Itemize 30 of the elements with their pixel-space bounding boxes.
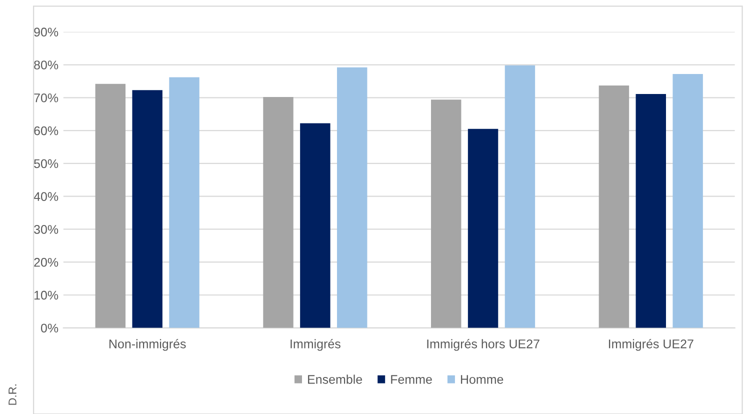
legend-label: Femme bbox=[391, 375, 432, 384]
bar bbox=[672, 74, 703, 328]
bar bbox=[598, 85, 630, 328]
y-tick-label: 60% bbox=[34, 126, 58, 136]
legend-label: Ensemble bbox=[308, 374, 362, 384]
y-tick-label: 20% bbox=[34, 258, 58, 267]
bar bbox=[263, 97, 294, 328]
bar bbox=[132, 90, 162, 328]
y-tick-label: 40% bbox=[34, 192, 58, 201]
y-tick-label: 0% bbox=[40, 324, 58, 333]
bar bbox=[95, 84, 126, 328]
y-tick-label: 90% bbox=[34, 28, 58, 37]
y-tick-label: 10% bbox=[34, 290, 58, 300]
y-tick-label: 70% bbox=[34, 93, 58, 102]
text: D.R. bbox=[8, 384, 16, 405]
bar bbox=[504, 65, 536, 328]
bar bbox=[636, 94, 666, 328]
bar bbox=[337, 67, 368, 328]
y-tick-label: 50% bbox=[34, 159, 58, 168]
y-tick-label: 80% bbox=[34, 60, 58, 70]
x-tick-label: Immigrés UE27 bbox=[608, 339, 694, 351]
bar bbox=[300, 123, 330, 328]
x-tick-label: Immigrés bbox=[290, 339, 340, 351]
legend-label: Homme bbox=[460, 375, 504, 384]
y-tick-label: 30% bbox=[34, 225, 58, 234]
x-tick-label: Non-immigrés bbox=[109, 339, 186, 351]
bar bbox=[169, 77, 200, 328]
bar bbox=[468, 128, 498, 328]
x-tick-label: Immigrés hors UE27 bbox=[427, 339, 540, 351]
bar bbox=[431, 100, 462, 328]
